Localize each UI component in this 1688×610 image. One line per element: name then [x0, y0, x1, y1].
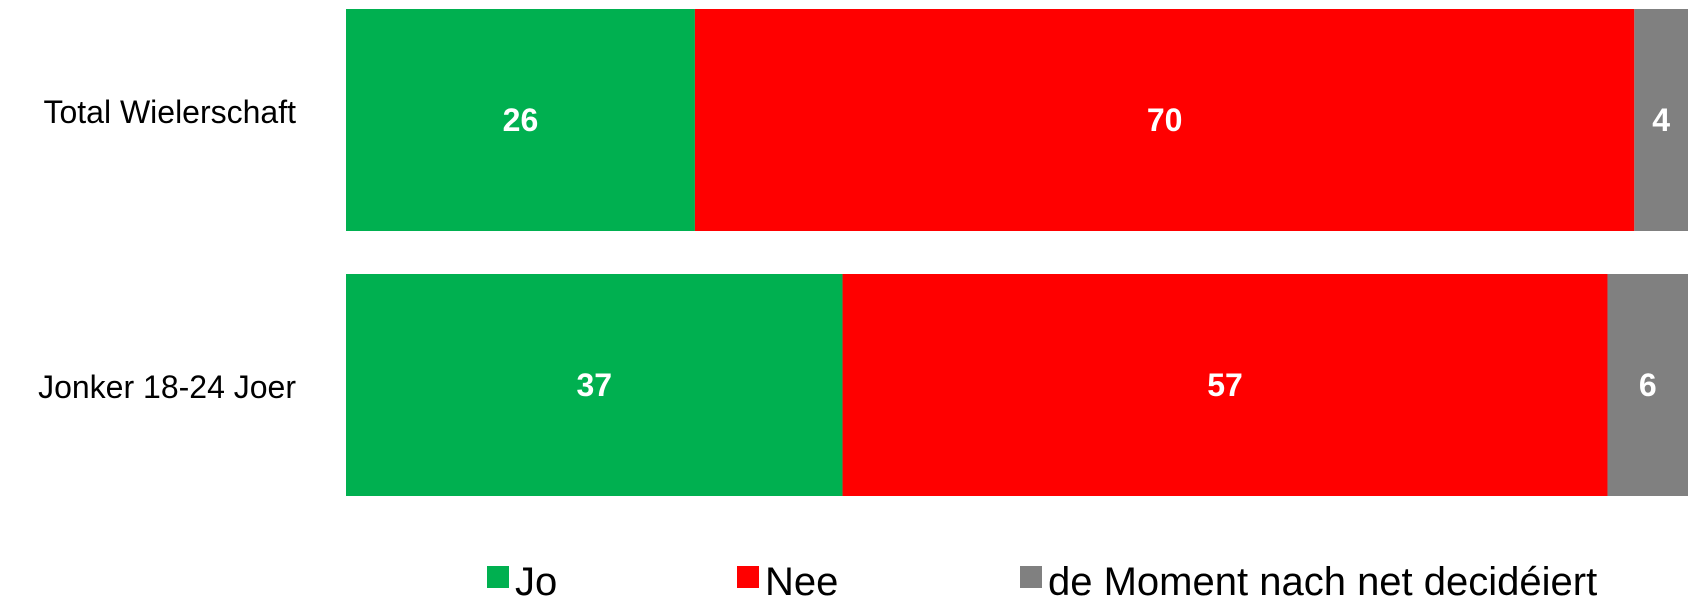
data-label-nee-jonker-18-24-joer: 57: [1207, 367, 1243, 403]
data-label-jo-jonker-18-24-joer: 37: [576, 367, 612, 403]
data-label-de-moment-nach-net-decid-iert-total-wielerschaft: 4: [1652, 102, 1670, 138]
bar-segment-jo-total-wielerschaft: [346, 9, 695, 231]
category-label: Total Wielerschaft: [43, 94, 296, 130]
category-labels: Total Wielerschaft Jonker 18-24 Joer: [38, 94, 296, 405]
data-label-de-moment-nach-net-decid-iert-jonker-18-24-joer: 6: [1639, 367, 1657, 403]
data-labels: 26 70 4 37 57 6: [503, 102, 1671, 403]
legend: Jo Nee de Moment nach net decidéiert: [487, 560, 1597, 604]
data-label-jo-total-wielerschaft: 26: [503, 102, 539, 138]
bar-segment-nee-jonker-18-24-joer: [842, 274, 1608, 496]
legend-swatch-jo: [487, 566, 509, 588]
bar-segment-jo-jonker-18-24-joer: [346, 274, 843, 496]
bar-segment-de-moment-nach-net-decid-iert-jonker-18-24-joer: [1607, 274, 1688, 496]
category-label: Jonker 18-24 Joer: [38, 369, 296, 405]
legend-swatch-nee: [737, 566, 759, 588]
bar-segment-nee-total-wielerschaft: [694, 9, 1635, 231]
legend-label-de-moment-nach-net-decid-iert: de Moment nach net decidéiert: [1048, 560, 1597, 604]
data-label-nee-total-wielerschaft: 70: [1147, 102, 1183, 138]
bar-segments: [346, 9, 1688, 496]
legend-label-jo: Jo: [515, 560, 557, 604]
bar-segment-de-moment-nach-net-decid-iert-total-wielerschaft: [1634, 9, 1688, 231]
legend-label-nee: Nee: [765, 560, 838, 604]
legend-swatch-de-moment-nach-net-decid-iert: [1020, 566, 1042, 588]
